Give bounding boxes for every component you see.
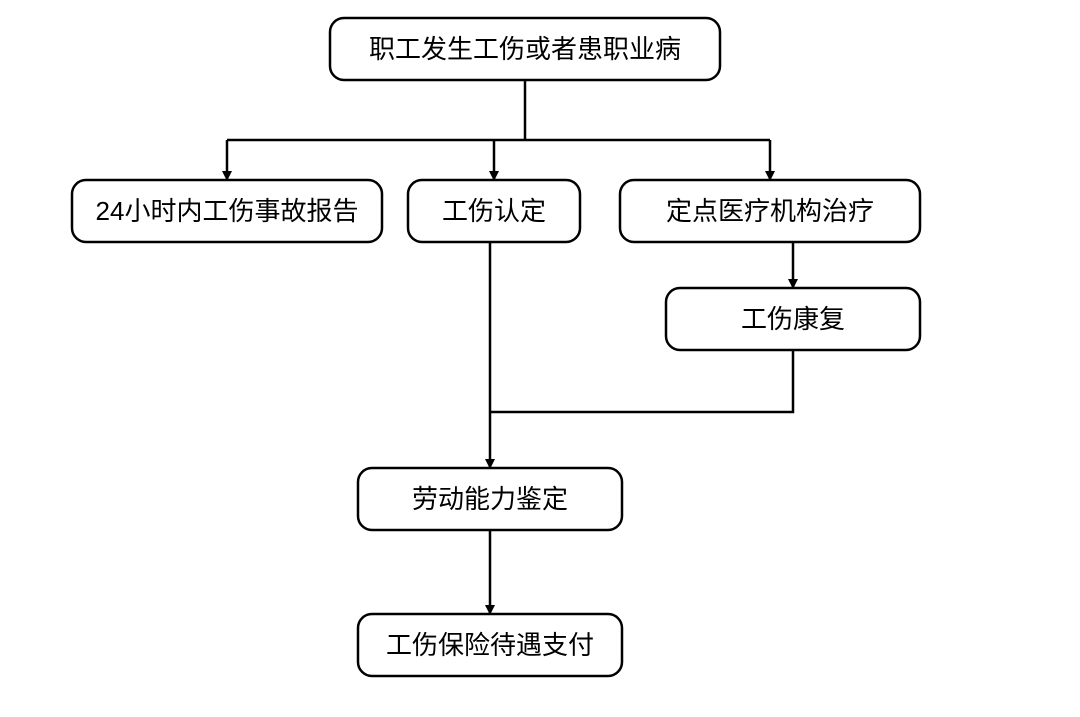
node-report: 24小时内工伤事故报告 [72,180,382,242]
flowchart-canvas: 职工发生工伤或者患职业病 24小时内工伤事故报告 工伤认定 定点医疗机构治疗工伤康复劳… [0,0,1080,717]
node-label: 24小时内工伤事故报告 [96,196,359,226]
node-assess: 劳动能力鉴定 [358,468,622,530]
node-rehab: 工伤康复 [666,288,920,350]
node-label: 职工发生工伤或者患职业病 [369,34,681,64]
node-start: 职工发生工伤或者患职业病 [330,18,720,80]
edge [490,350,793,412]
node-label: 工伤康复 [741,304,845,334]
node-label: 劳动能力鉴定 [412,484,568,514]
node-label: 工伤保险待遇支付 [386,630,594,660]
node-identify: 工伤认定 [408,180,580,242]
nodes-layer: 职工发生工伤或者患职业病 24小时内工伤事故报告 工伤认定 定点医疗机构治疗工伤康复劳… [72,18,920,676]
node-pay: 工伤保险待遇支付 [358,614,622,676]
node-label: 工伤认定 [442,196,546,226]
node-label: 定点医疗机构治疗 [666,196,874,226]
node-treat: 定点医疗机构治疗 [620,180,920,242]
